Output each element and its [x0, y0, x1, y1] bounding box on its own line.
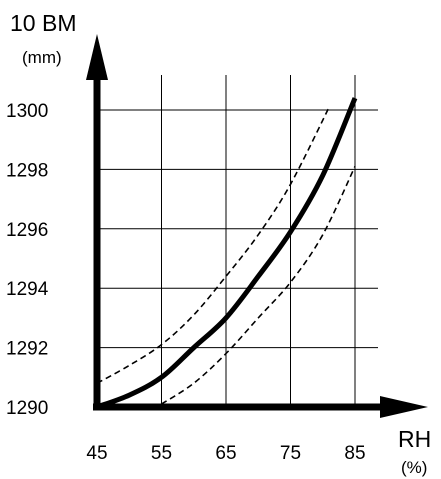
axes — [86, 34, 428, 418]
tick-labels: 45 55 65 75 85 1290 1292 1294 1296 1298 1300 — [6, 101, 366, 464]
x-axis-arrow — [380, 396, 428, 418]
y-tick-label: 1290 — [6, 398, 48, 419]
x-tick-label: 55 — [151, 443, 172, 464]
x-axis-title: RH — [398, 426, 431, 452]
y-tick-label: 1292 — [6, 339, 48, 360]
x-axis-unit: (%) — [401, 458, 427, 477]
x-tick-label: 75 — [280, 443, 301, 464]
series-group — [96, 97, 358, 410]
y-axis-arrow — [86, 34, 108, 80]
x-tick-label: 85 — [344, 443, 365, 464]
y-tick-label: 1294 — [6, 279, 49, 300]
grid — [97, 75, 378, 407]
y-tick-label: 1296 — [6, 220, 48, 241]
series-lower-dashed-curve — [161, 166, 356, 405]
x-tick-label: 45 — [86, 443, 107, 464]
y-tick-label: 1300 — [6, 101, 48, 122]
series-upper-dashed-curve — [96, 106, 330, 384]
y-axis-title: 10 BM — [10, 10, 76, 36]
y-axis-unit: (mm) — [22, 48, 62, 67]
x-tick-label: 65 — [215, 443, 236, 464]
y-tick-label: 1298 — [6, 160, 48, 181]
series-main-curve — [96, 97, 358, 410]
